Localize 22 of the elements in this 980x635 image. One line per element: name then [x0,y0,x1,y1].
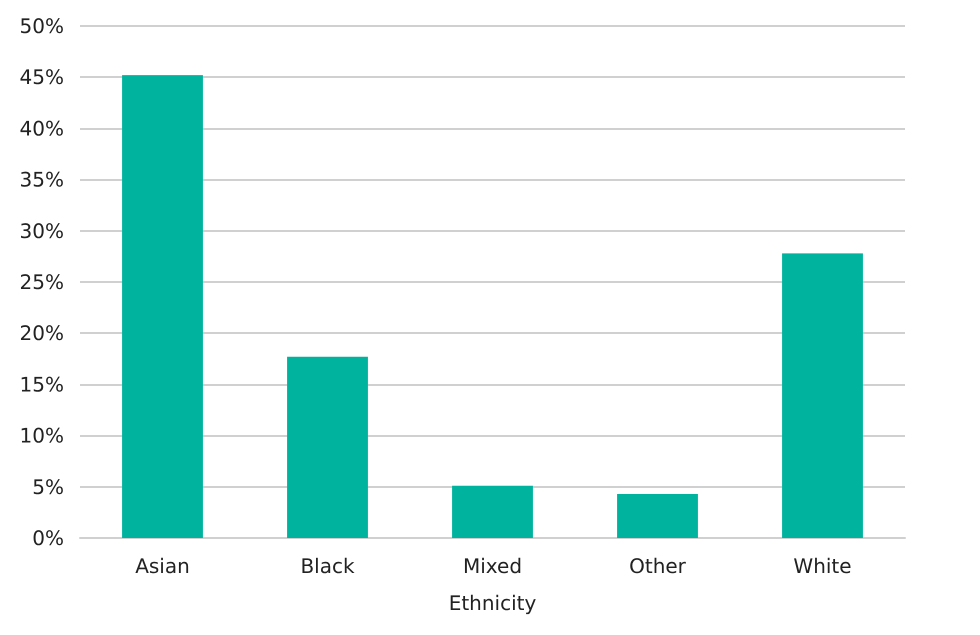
y-tick-label: 50% [20,14,64,38]
y-tick-label: 25% [20,270,64,294]
y-tick-label: 30% [20,218,64,243]
y-tick-label: 5% [32,474,64,499]
y-tick-label: 40% [20,116,64,140]
y-tick-label: 20% [20,321,64,346]
x-tick-label: Black [300,554,355,578]
x-tick-label: Mixed [462,554,522,578]
bar [617,494,698,538]
y-tick-label: 10% [20,424,64,448]
bar [782,253,863,538]
y-tick-label: 45% [20,65,64,90]
x-tick-label: Asian [135,554,190,578]
bar [122,75,203,538]
y-tick-label: 35% [20,168,64,192]
x-axis-title: Ethnicity [448,591,536,615]
y-tick-label: 15% [20,372,64,396]
bar [287,356,368,538]
bar [452,486,533,538]
x-tick-label: Other [629,554,687,578]
y-tick-label: 0% [32,526,64,550]
x-tick-label: White [793,554,852,578]
